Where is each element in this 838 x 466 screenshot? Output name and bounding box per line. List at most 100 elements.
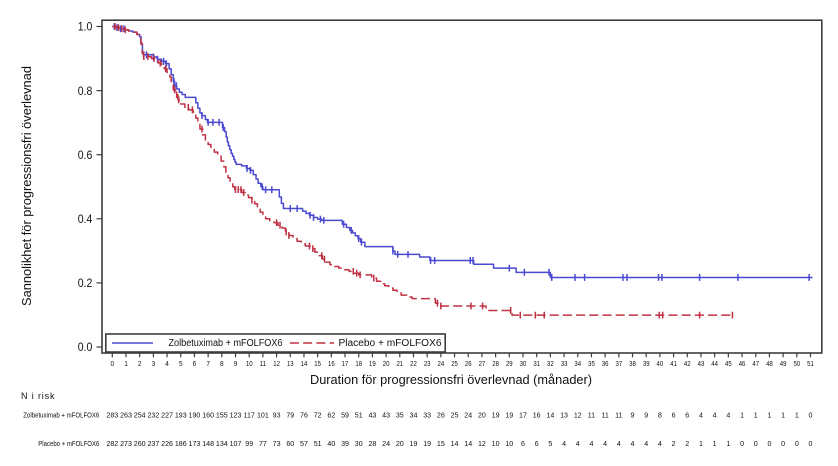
- svg-text:20: 20: [383, 359, 390, 368]
- svg-text:45: 45: [725, 359, 732, 368]
- svg-text:107: 107: [230, 440, 242, 448]
- svg-text:24: 24: [382, 440, 390, 448]
- svg-text:72: 72: [314, 412, 322, 420]
- svg-text:25: 25: [451, 412, 459, 420]
- svg-text:62: 62: [327, 412, 335, 420]
- svg-text:Duration för progressionsfri ö: Duration för progressionsfri överlevnad …: [310, 372, 592, 387]
- svg-text:173: 173: [189, 440, 201, 448]
- svg-text:25: 25: [451, 359, 458, 368]
- svg-text:4: 4: [603, 440, 607, 448]
- svg-text:1: 1: [726, 440, 730, 448]
- svg-text:60: 60: [286, 440, 294, 448]
- svg-text:26: 26: [465, 359, 472, 368]
- svg-text:59: 59: [341, 412, 349, 420]
- svg-text:24: 24: [464, 412, 472, 420]
- svg-text:50: 50: [793, 359, 800, 368]
- svg-text:0: 0: [754, 440, 758, 448]
- svg-text:19: 19: [423, 440, 431, 448]
- svg-text:22: 22: [410, 359, 417, 368]
- svg-text:21: 21: [396, 359, 403, 368]
- svg-text:33: 33: [561, 359, 568, 368]
- svg-text:123: 123: [230, 412, 242, 420]
- svg-text:4: 4: [576, 440, 580, 448]
- svg-text:226: 226: [161, 440, 173, 448]
- svg-text:20: 20: [478, 412, 486, 420]
- svg-text:Placebo + mFOLFOX6: Placebo + mFOLFOX6: [38, 440, 99, 448]
- svg-text:Zolbetuximab + mFOLFOX6: Zolbetuximab + mFOLFOX6: [169, 338, 284, 349]
- svg-text:51: 51: [807, 359, 814, 368]
- svg-text:30: 30: [355, 440, 363, 448]
- svg-text:232: 232: [147, 412, 159, 420]
- svg-text:44: 44: [711, 359, 718, 368]
- svg-text:79: 79: [286, 412, 294, 420]
- svg-text:28: 28: [492, 359, 499, 368]
- svg-text:15: 15: [437, 440, 445, 448]
- svg-text:14: 14: [301, 359, 308, 368]
- svg-text:93: 93: [273, 412, 281, 420]
- svg-text:4: 4: [631, 440, 635, 448]
- svg-text:19: 19: [369, 359, 376, 368]
- svg-text:101: 101: [257, 412, 269, 420]
- svg-text:12: 12: [273, 359, 280, 368]
- svg-text:0: 0: [767, 440, 771, 448]
- svg-text:190: 190: [189, 412, 201, 420]
- svg-text:4: 4: [713, 412, 717, 420]
- svg-text:43: 43: [698, 359, 705, 368]
- svg-text:6: 6: [521, 440, 525, 448]
- svg-text:40: 40: [327, 440, 335, 448]
- svg-text:0: 0: [795, 440, 799, 448]
- svg-text:18: 18: [355, 359, 362, 368]
- svg-text:17: 17: [342, 359, 349, 368]
- svg-text:27: 27: [479, 359, 486, 368]
- svg-text:17: 17: [519, 412, 527, 420]
- svg-text:26: 26: [437, 412, 445, 420]
- svg-text:14: 14: [464, 440, 472, 448]
- svg-text:0: 0: [781, 440, 785, 448]
- svg-text:6: 6: [672, 412, 676, 420]
- svg-text:12: 12: [574, 412, 582, 420]
- svg-text:1.0: 1.0: [78, 21, 93, 34]
- svg-text:0: 0: [111, 359, 115, 368]
- svg-text:51: 51: [314, 440, 322, 448]
- svg-text:283: 283: [106, 412, 118, 420]
- svg-text:4: 4: [589, 440, 593, 448]
- svg-text:4: 4: [699, 412, 703, 420]
- svg-text:11: 11: [615, 412, 622, 420]
- svg-text:Sannolikhet för progressionsfr: Sannolikhet för progressionsfri överlevn…: [19, 66, 34, 306]
- svg-text:134: 134: [216, 440, 228, 448]
- svg-text:4: 4: [165, 359, 169, 368]
- svg-text:37: 37: [615, 359, 622, 368]
- svg-text:47: 47: [752, 359, 759, 368]
- svg-text:117: 117: [244, 412, 255, 420]
- svg-text:4: 4: [644, 440, 648, 448]
- svg-text:99: 99: [245, 440, 253, 448]
- svg-text:155: 155: [216, 412, 228, 420]
- svg-text:73: 73: [273, 440, 281, 448]
- svg-text:16: 16: [328, 359, 335, 368]
- svg-text:11: 11: [588, 412, 595, 420]
- svg-text:0: 0: [809, 412, 813, 420]
- svg-text:6: 6: [193, 359, 197, 368]
- svg-text:36: 36: [602, 359, 609, 368]
- svg-text:19: 19: [410, 440, 418, 448]
- svg-text:30: 30: [520, 359, 527, 368]
- svg-text:29: 29: [506, 359, 513, 368]
- svg-text:9: 9: [644, 412, 648, 420]
- svg-text:6: 6: [535, 440, 539, 448]
- svg-text:15: 15: [314, 359, 321, 368]
- svg-text:4: 4: [658, 440, 662, 448]
- svg-text:6: 6: [685, 412, 689, 420]
- svg-text:31: 31: [533, 359, 540, 368]
- svg-text:2: 2: [138, 359, 142, 368]
- svg-text:254: 254: [134, 412, 146, 420]
- svg-text:39: 39: [341, 440, 349, 448]
- svg-text:0: 0: [809, 440, 813, 448]
- svg-text:0.6: 0.6: [78, 149, 93, 162]
- svg-text:10: 10: [505, 440, 513, 448]
- svg-text:260: 260: [134, 440, 146, 448]
- svg-text:51: 51: [355, 412, 363, 420]
- svg-text:19: 19: [492, 412, 500, 420]
- svg-text:28: 28: [368, 440, 376, 448]
- svg-text:3: 3: [152, 359, 156, 368]
- svg-text:1: 1: [699, 440, 703, 448]
